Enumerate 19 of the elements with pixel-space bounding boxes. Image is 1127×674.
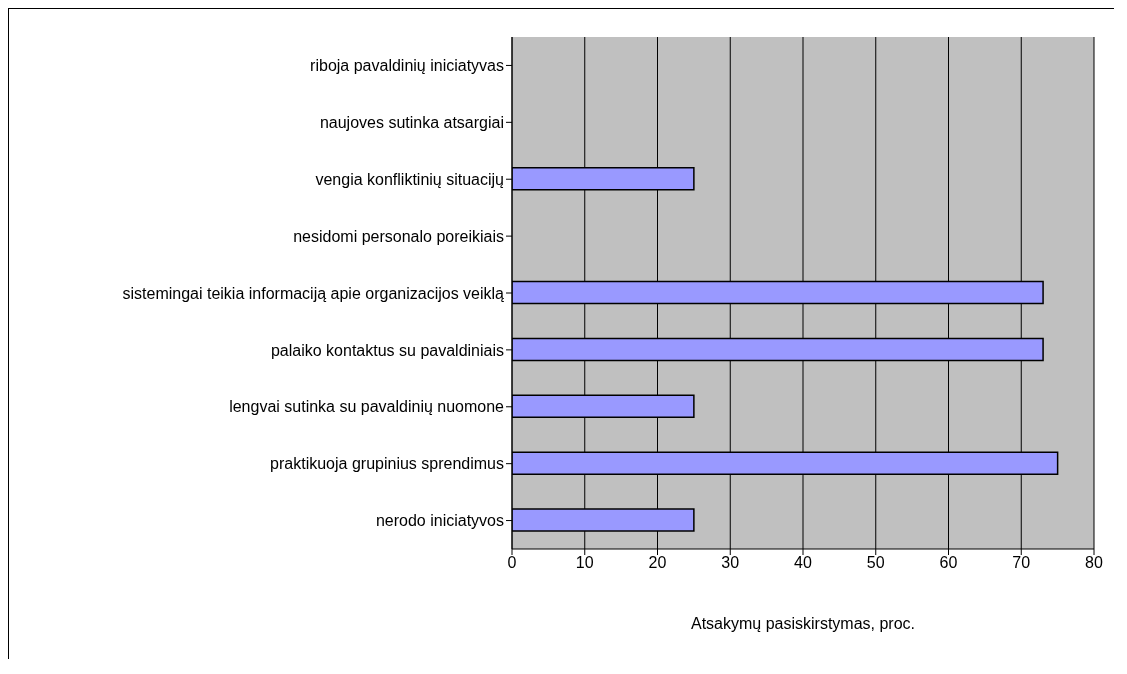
y-tick-label: nerodo iniciatyvos — [375, 512, 504, 530]
y-tick-label: palaiko kontaktus su pavaldiniais — [270, 341, 504, 359]
y-tick-label: vengia konfliktinių situacijų — [315, 170, 505, 188]
x-tick-label: 40 — [794, 554, 812, 572]
x-tick-label: 0 — [507, 554, 517, 572]
x-tick-label: 20 — [648, 554, 667, 572]
x-tick-label: 80 — [1085, 554, 1103, 572]
x-tick-label: 70 — [1012, 554, 1031, 572]
x-tick-label: 50 — [866, 554, 885, 572]
y-tick-label: praktikuoja grupinius sprendimus — [270, 455, 504, 473]
x-tick-label: 60 — [939, 554, 958, 572]
y-tick-label: naujoves sutinka atsargiai — [319, 114, 504, 132]
x-tick-label: 10 — [575, 554, 594, 572]
y-tick-label: nesidomi personalo poreikiais — [293, 227, 504, 245]
x-tick-label: 30 — [721, 554, 740, 572]
y-tick-label: lengvai sutinka su pavaldinių nuomone — [229, 398, 505, 416]
y-tick-label: sistemingai teikia informaciją apie organizacijos veiklą — [122, 284, 505, 302]
x-axis-title: Atsakymų pasiskirstymas, proc. — [690, 615, 916, 632]
y-tick-label: riboja pavaldinių iniciatyvas — [310, 57, 504, 75]
